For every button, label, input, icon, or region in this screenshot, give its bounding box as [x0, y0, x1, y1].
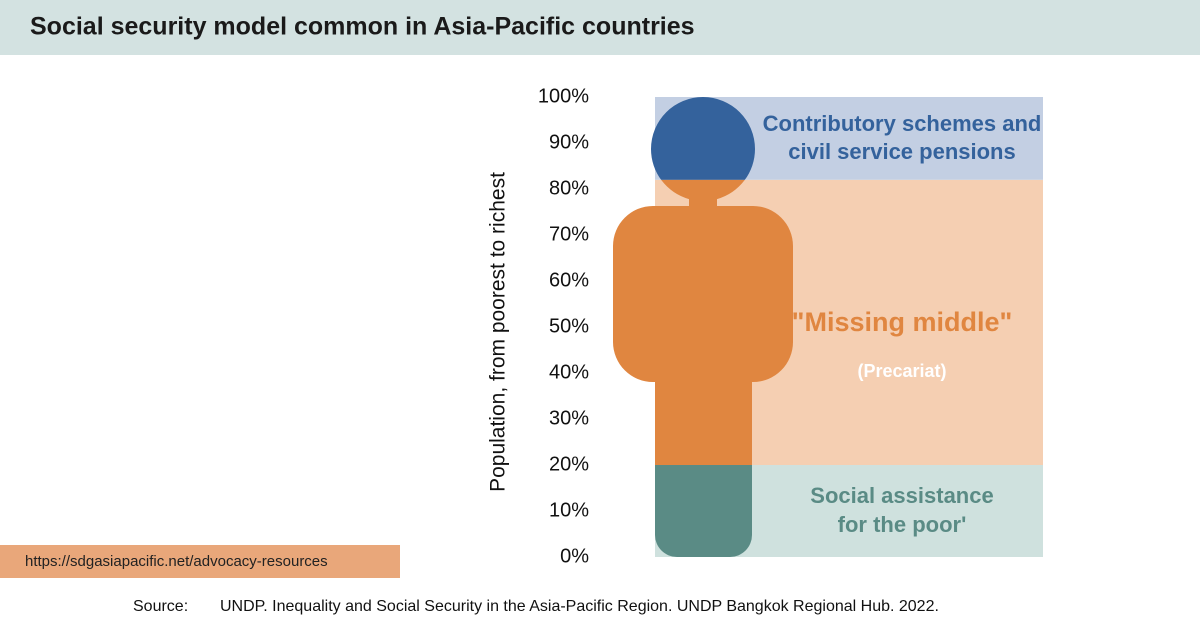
y-axis-label: Population, from poorest to richest: [487, 172, 510, 492]
y-tick-label: 30%: [549, 407, 589, 429]
source-label: Source:: [133, 598, 188, 615]
band-label-box: "Missing middle": [791, 306, 1013, 337]
y-tick-label: 70%: [549, 223, 589, 245]
band-label: "Missing middle": [791, 306, 1013, 337]
y-tick-label: 40%: [549, 361, 589, 383]
band-label-box: Contributory schemes and civil service p…: [762, 110, 1042, 165]
url-bar: [0, 545, 400, 578]
band-label-box: Social assistance for the poor': [810, 483, 994, 537]
y-tick-label: 10%: [549, 499, 589, 521]
y-tick-label: 60%: [549, 269, 589, 291]
source: UNDP. Inequality and Social Security in …: [220, 598, 939, 615]
y-tick-label: 50%: [549, 315, 589, 337]
title-bar: [0, 0, 1200, 55]
band-label: Social assistance for the poor': [810, 483, 994, 537]
y-tick-label: 80%: [549, 177, 589, 199]
band-note: (Precariat): [857, 361, 946, 381]
url: https://sdgasiapacific.net/advocacy-reso…: [25, 553, 328, 570]
band-label: Contributory schemes and civil service p…: [762, 110, 1042, 165]
y-tick-label: 100%: [538, 85, 589, 107]
y-tick-label: 20%: [549, 453, 589, 475]
y-tick-label: 0%: [560, 545, 589, 567]
chart-title: Social security model common in Asia-Pac…: [30, 13, 695, 41]
y-tick-label: 90%: [549, 131, 589, 153]
